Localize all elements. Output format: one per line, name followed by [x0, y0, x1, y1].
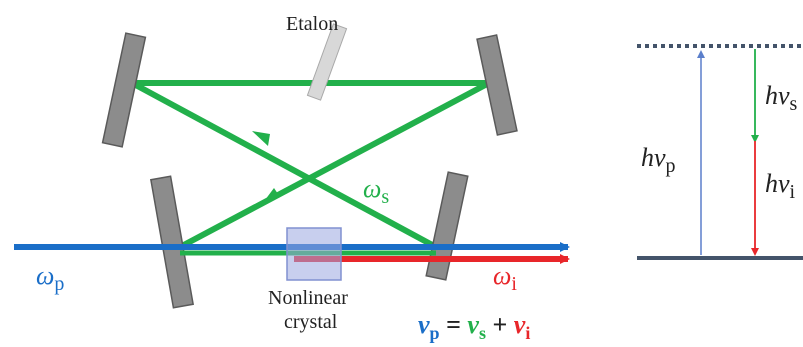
h-nu-s-label: hνs — [765, 81, 798, 115]
etalon-label: Etalon — [286, 13, 338, 35]
signal-beam-paths — [130, 80, 491, 250]
etalon-plate — [306, 23, 348, 101]
omega-s-label: ωs — [363, 174, 389, 208]
h-nu-i-label: hνi — [765, 169, 796, 203]
mirror-top-left — [101, 32, 147, 148]
omega-p-label: ωp — [36, 261, 64, 295]
signal-direction-arrow-upper — [252, 131, 270, 146]
signal-direction-arrow-lower — [262, 188, 280, 204]
mirror-bottom-right — [425, 171, 469, 281]
mirror-top-right — [476, 34, 518, 136]
energy-conservation-equation: vp = vs + vi — [418, 310, 530, 343]
crystal-label-line2: crystal — [284, 311, 338, 333]
h-nu-p-label: hνp — [641, 143, 676, 177]
mirror-bottom-left — [149, 175, 195, 309]
nonlinear-crystal — [286, 227, 342, 281]
signal-beam-cross-down — [130, 80, 438, 250]
omega-i-label: ωi — [493, 261, 517, 295]
crystal-label-line1: Nonlinear — [268, 287, 348, 309]
signal-beam-cross-up — [178, 80, 491, 250]
